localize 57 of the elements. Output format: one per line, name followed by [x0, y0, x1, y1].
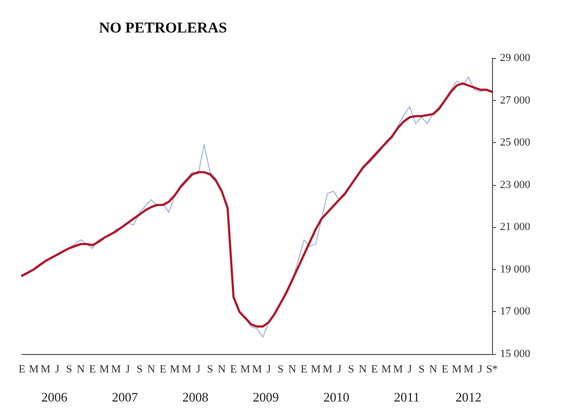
x-tick-label: N [218, 364, 226, 376]
y-tick-label: 29 000 [500, 52, 531, 64]
x-tick-label: M [310, 364, 321, 376]
x-tick-label: M [252, 364, 262, 376]
x-tick-label: M [464, 364, 474, 376]
x-tick-label: J [266, 364, 272, 376]
x-tick-label: N [288, 364, 296, 376]
x-tick-label: S [418, 364, 425, 376]
x-tick-label: N [76, 364, 85, 376]
y-tick-label: 19 000 [500, 263, 531, 276]
x-tick-label: M [240, 364, 250, 376]
chart-title: NO PETROLERAS [99, 20, 227, 36]
x-tick-label: M [28, 364, 39, 376]
x-tick-label: J [196, 364, 202, 376]
y-tick-label: 21 000 [500, 221, 531, 234]
x-tick-label: M [322, 364, 333, 376]
x-tick-label: E [371, 364, 378, 376]
x-tick-label: M [182, 364, 192, 376]
x-tick-label: S [348, 364, 354, 376]
text: 2008 [182, 390, 208, 404]
text: 2006 [41, 390, 68, 404]
x-tick-label: J [408, 364, 413, 376]
text: 2010 [323, 390, 350, 404]
x-tick-label: J [478, 364, 484, 376]
text: 2012 [456, 390, 482, 404]
x-tick-label: E [442, 364, 449, 376]
text: 2007 [112, 390, 138, 404]
x-tick-label: S [136, 364, 143, 376]
x-tick-label: E [160, 364, 167, 376]
text: 2011 [394, 390, 420, 404]
x-tick-label: M [170, 364, 180, 376]
x-tick-label: E [89, 364, 96, 376]
y-tick-label: 25 000 [500, 136, 531, 149]
text: 2009 [252, 390, 279, 404]
x-tick-label: N [358, 364, 367, 376]
x-tick-label: N [429, 364, 438, 376]
y-tick-label: 27 000 [500, 94, 531, 106]
x-tick-label: S [66, 364, 72, 376]
x-tick-label: N [147, 364, 156, 376]
y-tick-label: 17 000 [500, 306, 531, 318]
x-tick-label: M [99, 364, 110, 376]
x-tick-label: S [277, 364, 284, 376]
x-tick-label: J [126, 364, 131, 376]
y-tick-label: 23 000 [500, 178, 531, 191]
x-tick-label: E [230, 364, 238, 376]
x-tick-label: J [337, 364, 342, 376]
x-tick-label: S [206, 364, 214, 376]
x-tick-label: E [18, 364, 26, 376]
x-tick-label: S* [486, 364, 498, 376]
x-tick-label: J [55, 364, 60, 376]
x-tick-label: M [111, 364, 122, 376]
x-tick-label: M [381, 364, 392, 376]
x-tick-label: E [300, 364, 308, 376]
x-tick-label: M [40, 364, 51, 376]
y-tick-label: 15 000 [500, 348, 531, 360]
x-tick-label: M [393, 364, 404, 376]
x-tick-label: M [452, 364, 462, 376]
